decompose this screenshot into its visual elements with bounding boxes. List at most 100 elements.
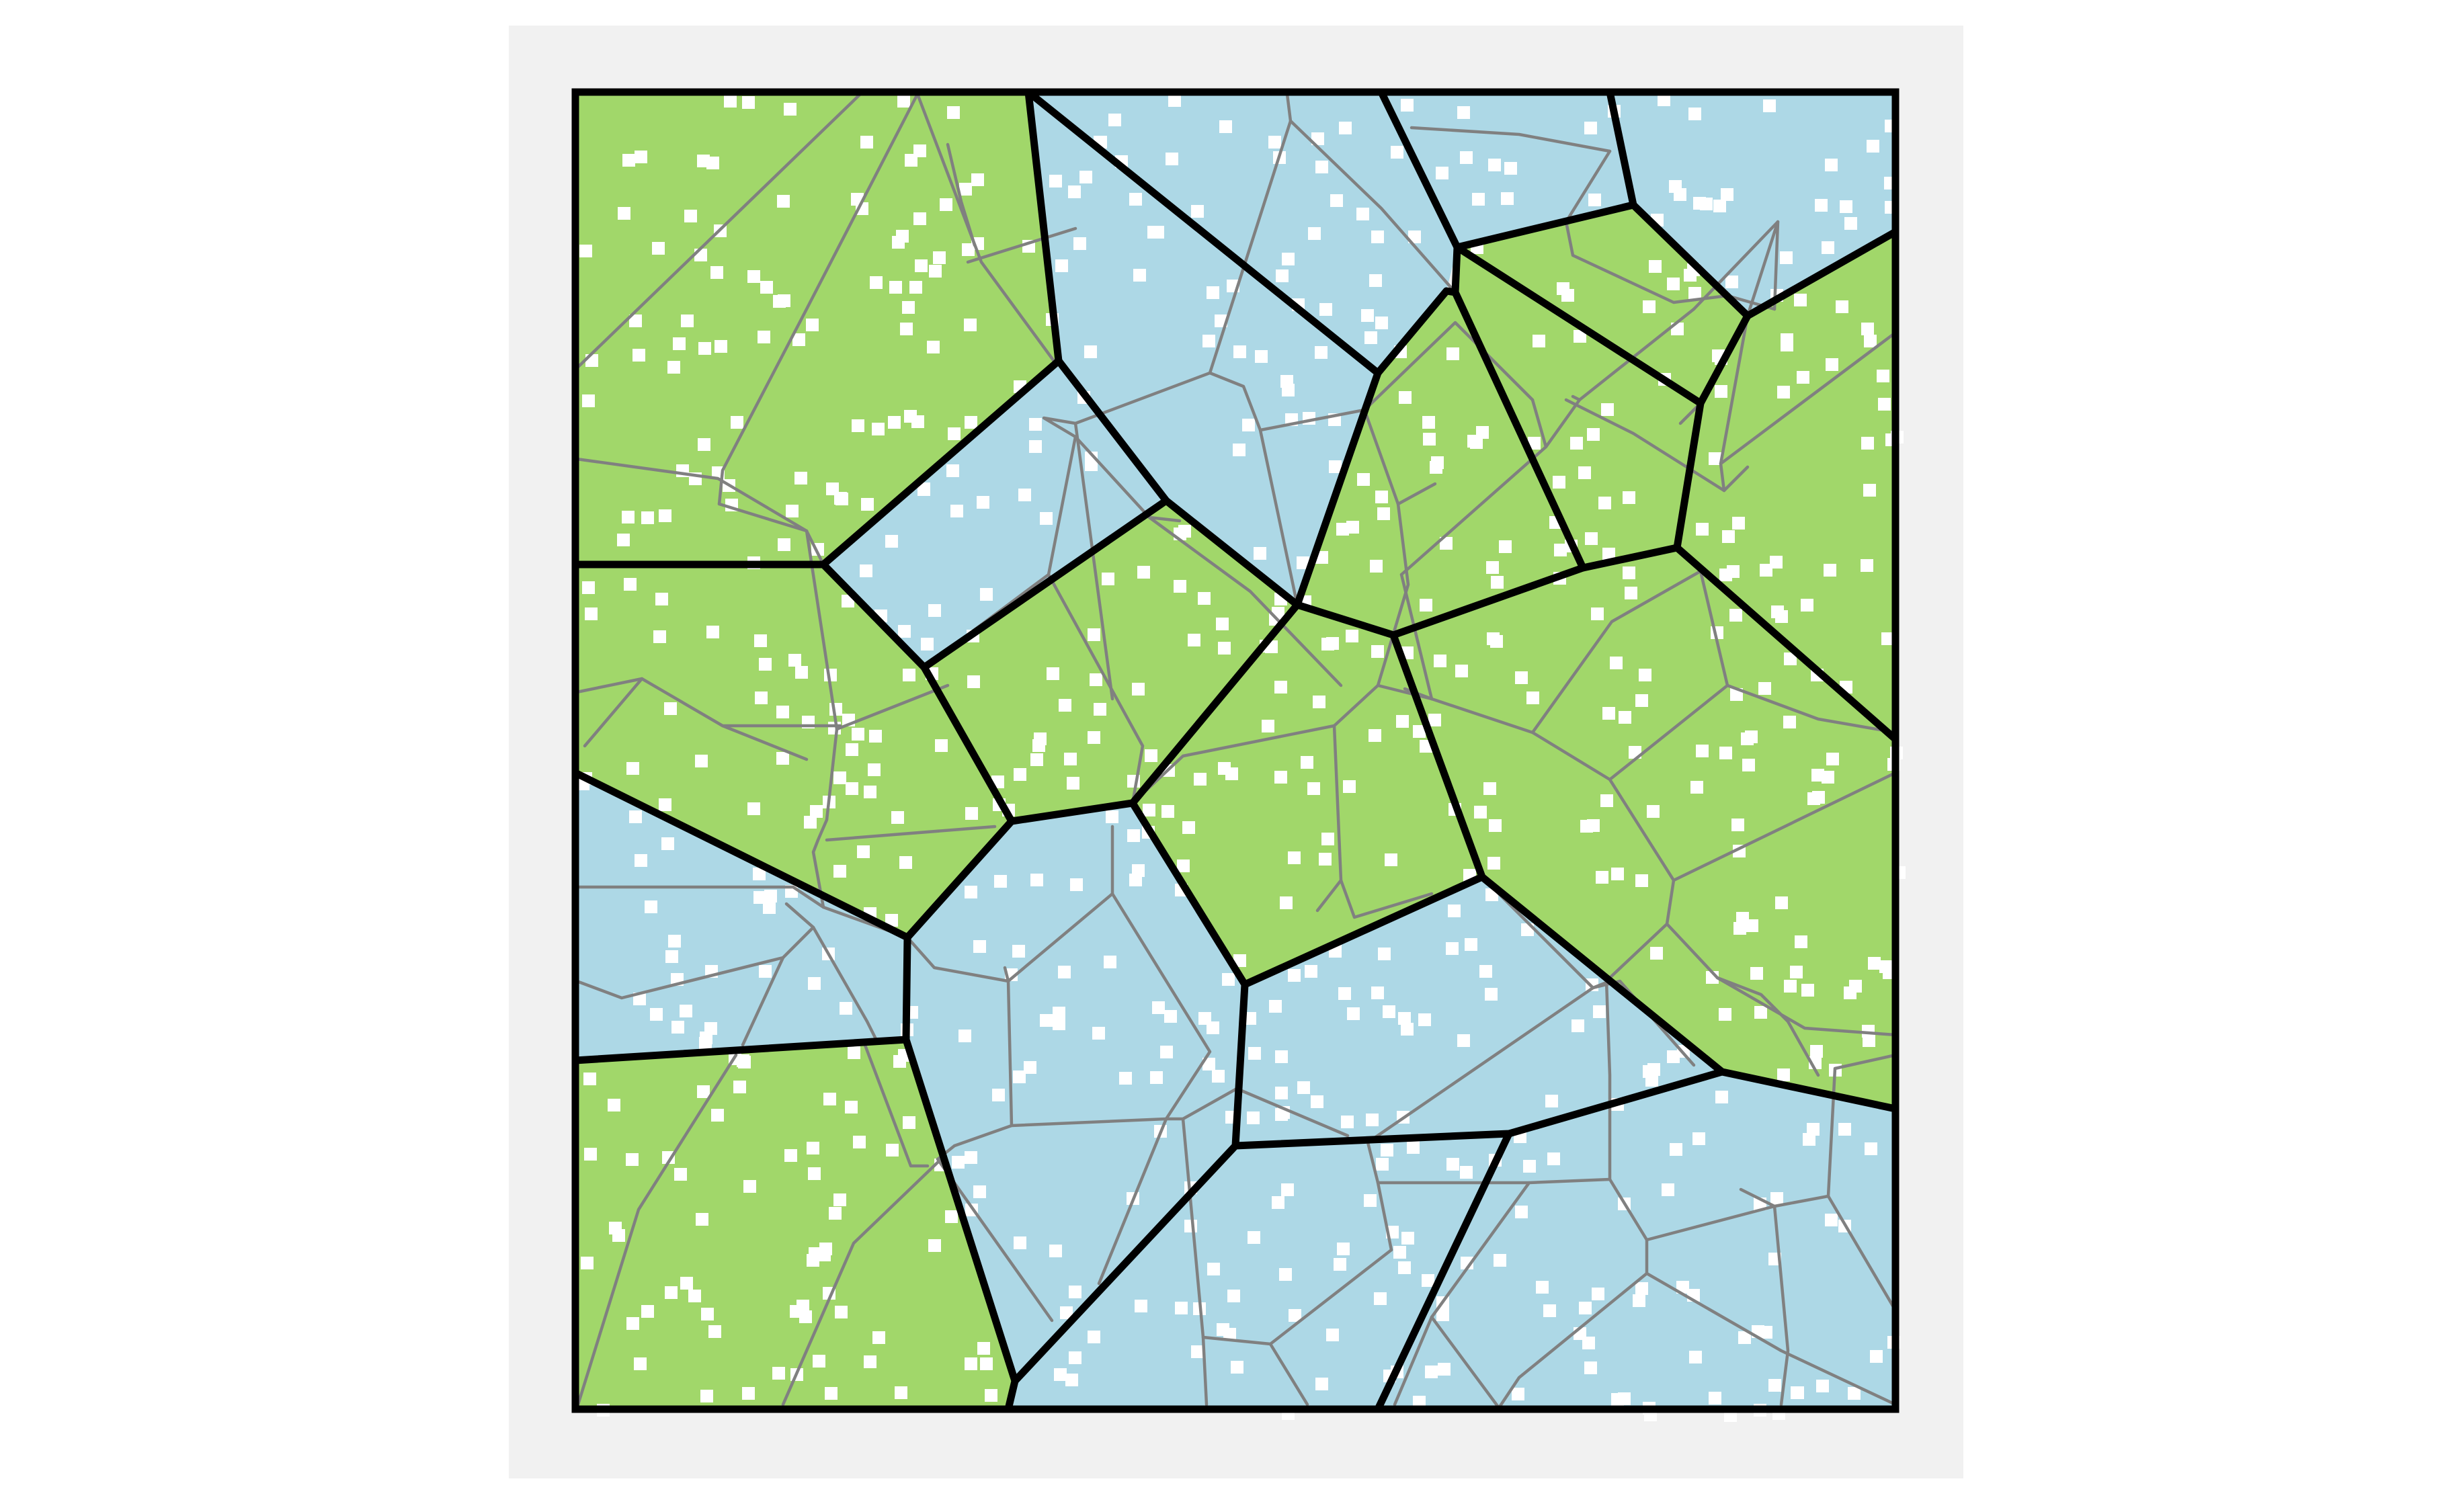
region-boundary bbox=[1451, 243, 1461, 296]
sample-point bbox=[760, 281, 773, 294]
sample-point bbox=[1315, 1378, 1328, 1390]
sample-point bbox=[1262, 720, 1274, 732]
sample-point bbox=[1207, 286, 1219, 299]
sample-point bbox=[753, 891, 766, 904]
region-b4 bbox=[823, 361, 1166, 667]
sample-point bbox=[1054, 1368, 1067, 1381]
sample-point bbox=[759, 658, 772, 671]
sample-point bbox=[1877, 370, 1889, 382]
sample-point bbox=[1275, 1108, 1288, 1121]
sample-point bbox=[733, 1081, 746, 1093]
sample-point bbox=[980, 1357, 993, 1370]
sample-point bbox=[1647, 805, 1660, 818]
sample-point bbox=[1029, 440, 1042, 453]
sample-point bbox=[1822, 241, 1834, 254]
sample-point bbox=[1688, 287, 1701, 300]
sample-point bbox=[1070, 878, 1083, 891]
sample-point bbox=[1217, 1323, 1229, 1336]
cell-edge bbox=[1530, 569, 1703, 926]
sample-point bbox=[1434, 655, 1446, 667]
sample-point bbox=[1413, 725, 1426, 738]
sample-point bbox=[1343, 780, 1356, 793]
sample-point bbox=[1479, 965, 1492, 978]
sample-point bbox=[1760, 564, 1772, 577]
cell-edge bbox=[1362, 321, 1535, 412]
region-g5 bbox=[1677, 232, 1895, 739]
sample-point bbox=[668, 935, 681, 948]
sample-point bbox=[1132, 864, 1145, 877]
sample-point bbox=[1374, 1292, 1387, 1305]
sample-point bbox=[1288, 851, 1301, 864]
sample-point bbox=[632, 349, 645, 362]
sample-point bbox=[1825, 1214, 1838, 1226]
sample-point bbox=[1816, 1380, 1829, 1392]
sample-point bbox=[1339, 122, 1352, 134]
sample-point bbox=[699, 1037, 712, 1050]
sample-point bbox=[1378, 948, 1391, 960]
cell-edge bbox=[1826, 1053, 1897, 1198]
sample-point bbox=[1844, 986, 1856, 999]
sample-point bbox=[583, 1073, 596, 1085]
sample-point bbox=[776, 752, 789, 765]
cell-edge bbox=[811, 925, 879, 1044]
cell-edge bbox=[825, 825, 997, 842]
sample-point bbox=[1618, 1392, 1631, 1405]
sample-point bbox=[617, 534, 630, 546]
sample-point bbox=[792, 333, 805, 346]
sample-point bbox=[1053, 1007, 1065, 1019]
sample-point bbox=[853, 1136, 866, 1148]
sample-point bbox=[1483, 782, 1496, 795]
sample-point bbox=[1069, 1286, 1081, 1298]
sample-point bbox=[1526, 691, 1539, 704]
region-b7 bbox=[1235, 877, 1722, 1146]
cell-edge bbox=[1268, 1342, 1309, 1406]
sample-point bbox=[964, 319, 977, 331]
sample-point bbox=[804, 816, 817, 829]
sample-point bbox=[864, 786, 876, 798]
sample-point bbox=[698, 438, 710, 451]
sample-point bbox=[655, 593, 668, 605]
sample-point bbox=[708, 1325, 721, 1338]
sample-point bbox=[829, 1207, 842, 1220]
cell-edge bbox=[835, 683, 950, 731]
sample-point bbox=[1775, 610, 1788, 623]
sample-point bbox=[1487, 632, 1500, 645]
sample-point bbox=[1337, 1243, 1350, 1255]
sample-point bbox=[1059, 699, 1071, 712]
sample-point bbox=[1610, 657, 1623, 669]
sample-point bbox=[1315, 346, 1328, 359]
sample-point bbox=[581, 1257, 594, 1269]
sample-point bbox=[582, 581, 595, 594]
sample-point bbox=[1014, 1236, 1026, 1249]
sample-point bbox=[618, 207, 630, 220]
sample-point bbox=[1770, 1192, 1783, 1205]
sample-point bbox=[1838, 1123, 1851, 1136]
sample-point bbox=[1533, 335, 1545, 347]
cell-edge bbox=[1719, 331, 1897, 466]
sample-point bbox=[900, 323, 913, 335]
sample-point bbox=[1233, 345, 1246, 358]
sample-point bbox=[710, 266, 723, 279]
cell-edge bbox=[1396, 482, 1437, 506]
sample-point bbox=[1152, 1001, 1165, 1014]
sample-point bbox=[1554, 544, 1567, 556]
sample-point bbox=[635, 151, 647, 163]
cell-edge bbox=[1715, 976, 1790, 1023]
sample-point bbox=[641, 1305, 654, 1318]
sample-point bbox=[582, 394, 595, 407]
sample-point bbox=[1515, 1206, 1528, 1218]
sample-point bbox=[1438, 1363, 1451, 1376]
cell-edge bbox=[946, 142, 977, 247]
cell-edge bbox=[805, 529, 839, 909]
sample-point bbox=[899, 856, 912, 869]
sample-point bbox=[1669, 180, 1682, 193]
sample-point bbox=[896, 230, 909, 243]
sample-point bbox=[1591, 607, 1604, 620]
sample-point bbox=[696, 1213, 708, 1226]
sample-point bbox=[1499, 540, 1512, 553]
sample-point bbox=[1375, 317, 1388, 329]
sample-point bbox=[1649, 260, 1662, 273]
sample-point bbox=[1079, 171, 1092, 183]
sample-point bbox=[1289, 1309, 1301, 1322]
sample-point bbox=[1881, 632, 1894, 645]
